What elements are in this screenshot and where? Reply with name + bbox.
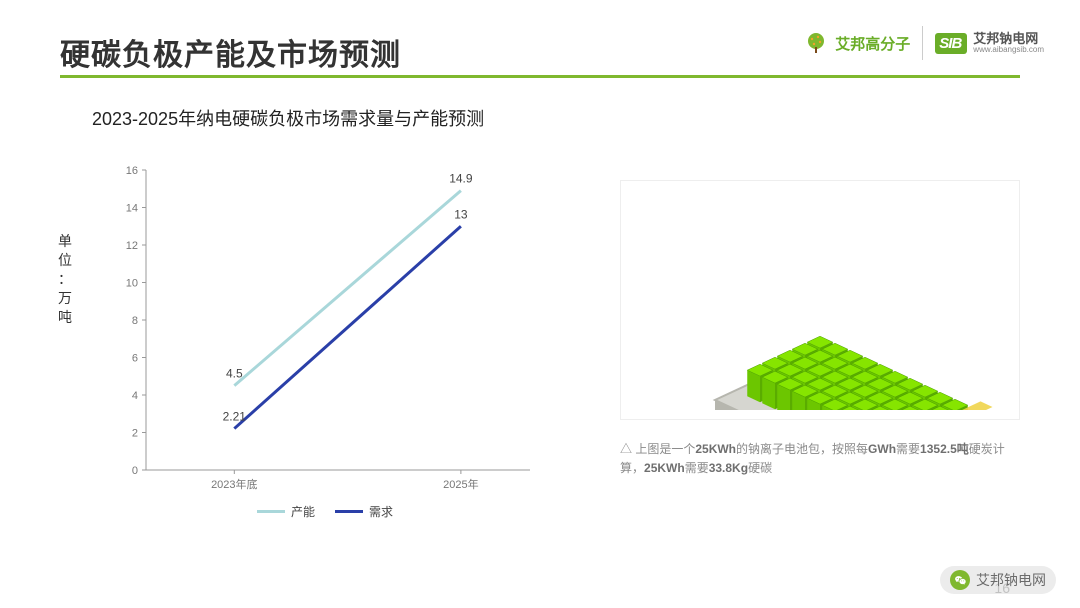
svg-text:14: 14 (126, 203, 138, 215)
logo-right-text: 艾邦钠电网 (973, 32, 1044, 46)
logo-aibang-sib: SIB 艾邦钠电网 www.aibangsib.com (935, 32, 1044, 54)
wechat-icon (950, 570, 970, 590)
slide-title: 硬碳负极产能及市场预测 (60, 30, 401, 74)
wechat-badge: 艾邦钠电网 (940, 566, 1056, 594)
svg-text:14.9: 14.9 (449, 172, 473, 186)
svg-text:6: 6 (132, 353, 138, 365)
svg-text:12: 12 (126, 240, 138, 252)
logo-aibang-polymer: 艾邦高分子 (803, 30, 910, 56)
wechat-badge-text: 艾邦钠电网 (976, 570, 1046, 590)
tree-icon (803, 30, 829, 56)
svg-text:4: 4 (132, 390, 138, 402)
svg-text:2.21: 2.21 (223, 410, 247, 424)
y-axis-label: 单位：万吨 (56, 232, 74, 326)
logo-separator (922, 26, 923, 60)
svg-text:2: 2 (132, 428, 138, 440)
svg-text:0: 0 (132, 465, 138, 477)
line-chart: 0 2 4 6 8 10 12 14 16 2023年底 2025年 4.5 14.9 2.21 13 (110, 160, 540, 500)
logo-group: 艾邦高分子 SIB 艾邦钠电网 www.aibangsib.com (803, 26, 1044, 60)
svg-text:16: 16 (126, 165, 138, 177)
battery-pack-illustration (620, 180, 1020, 420)
title-underline (60, 75, 1020, 78)
svg-text:2023年底: 2023年底 (211, 477, 257, 491)
chart-legend: 产能需求 (110, 502, 540, 520)
illustration-caption: △ 上图是一个25KWh的钠离子电池包，按照每GWh需要1352.5吨硬炭计算，… (620, 440, 1020, 478)
svg-text:2025年: 2025年 (443, 477, 478, 491)
sib-badge: SIB (935, 33, 967, 54)
svg-text:13: 13 (454, 207, 468, 221)
svg-text:4.5: 4.5 (226, 367, 243, 381)
svg-text:8: 8 (132, 315, 138, 327)
svg-text:10: 10 (126, 278, 138, 290)
logo-left-text: 艾邦高分子 (835, 33, 910, 54)
chart-subtitle: 2023-2025年纳电硬碳负极市场需求量与产能预测 (92, 105, 484, 131)
logo-right-url: www.aibangsib.com (973, 46, 1044, 54)
